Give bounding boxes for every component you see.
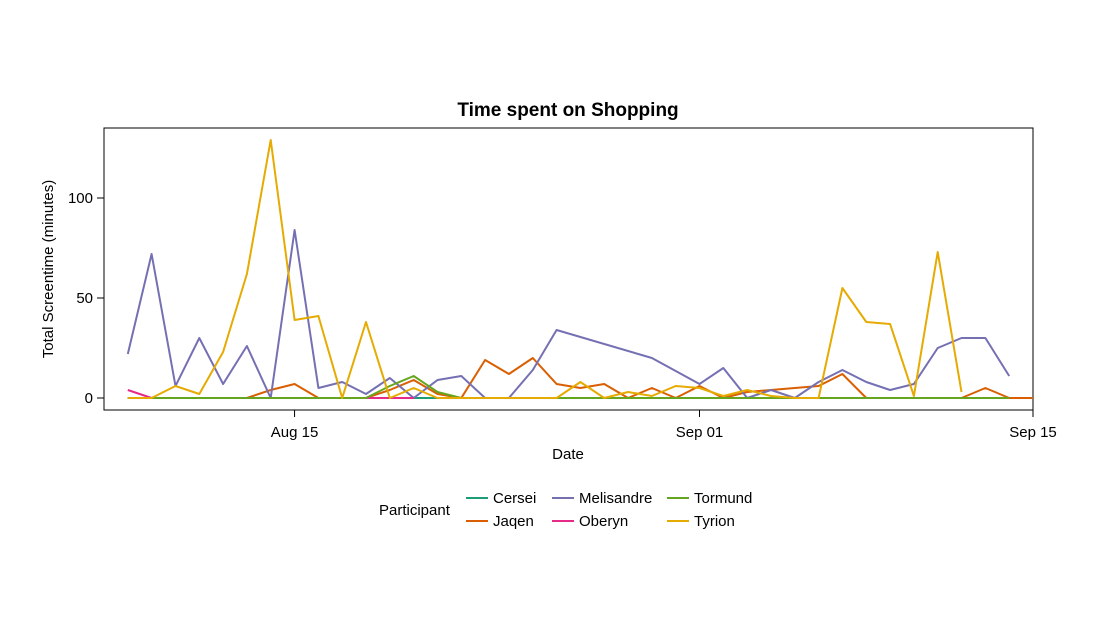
x-axis: Aug 15 Sep 01 Sep 15 xyxy=(271,410,1057,441)
legend-label-jaqen: Jaqen xyxy=(493,513,534,530)
y-axis-label: Total Screentime (minutes) xyxy=(40,180,57,358)
legend-label-cersei: Cersei xyxy=(493,490,536,507)
series-line-jaqen xyxy=(127,357,1033,399)
x-tick-label-1: Sep 01 xyxy=(676,424,724,441)
legend: Participant Cersei Jaqen Melisandre Oberyn T… xyxy=(379,490,752,530)
plot-frame xyxy=(103,127,1034,411)
y-axis: 0 50 100 xyxy=(68,190,104,407)
y-tick-label-1: 50 xyxy=(76,290,93,307)
chart-title: Time spent on Shopping xyxy=(457,100,678,121)
y-tick-label-0: 0 xyxy=(85,390,93,407)
y-tick-label-2: 100 xyxy=(68,190,93,207)
legend-label-oberyn: Oberyn xyxy=(579,513,628,530)
x-tick-label-2: Sep 15 xyxy=(1009,424,1057,441)
legend-label-tormund: Tormund xyxy=(694,490,752,507)
x-tick-label-0: Aug 15 xyxy=(271,424,319,441)
series-line-tyrion xyxy=(127,139,963,399)
x-axis-label: Date xyxy=(552,446,584,463)
legend-title: Participant xyxy=(379,502,451,519)
series-layer xyxy=(126,139,1033,399)
legend-label-tyrion: Tyrion xyxy=(694,513,735,530)
series-line-melisandre xyxy=(126,229,1011,399)
legend-label-melisandre: Melisandre xyxy=(579,490,652,507)
